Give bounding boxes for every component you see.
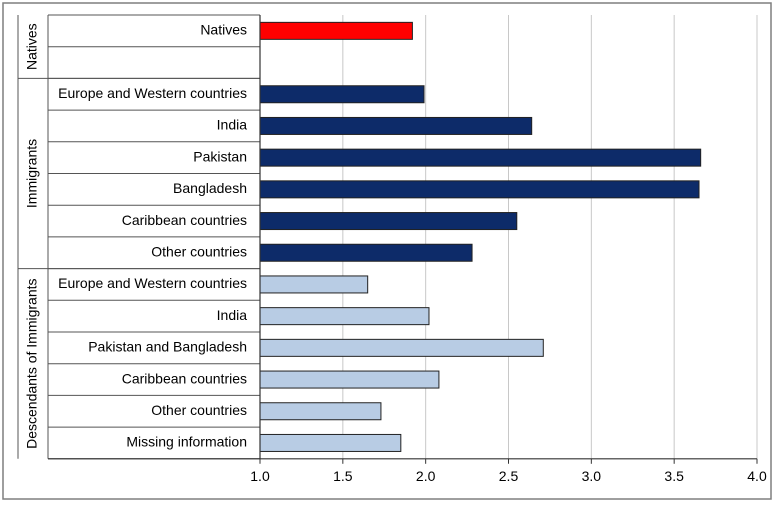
bar bbox=[259, 148, 702, 167]
category-label: India bbox=[217, 307, 248, 323]
category-label: Caribbean countries bbox=[122, 370, 247, 386]
category-label: Pakistan bbox=[193, 148, 247, 164]
group-label: Immigrants bbox=[24, 139, 40, 208]
bar bbox=[259, 402, 382, 421]
x-tick-label: 2.5 bbox=[499, 468, 519, 484]
category-label: Natives bbox=[200, 22, 247, 38]
x-tick-label: 2.0 bbox=[416, 468, 436, 484]
x-tick-label: 1.5 bbox=[333, 468, 353, 484]
category-label: Caribbean countries bbox=[122, 212, 247, 228]
category-label: Other countries bbox=[151, 243, 247, 259]
bar bbox=[259, 21, 413, 40]
category-label: Europe and Western countries bbox=[58, 275, 247, 291]
bar bbox=[259, 433, 402, 452]
category-label: India bbox=[217, 117, 248, 133]
x-tick-label: 4.0 bbox=[747, 468, 767, 484]
category-label: Missing information bbox=[126, 434, 247, 450]
group-label: Natives bbox=[24, 23, 40, 70]
bar bbox=[259, 275, 369, 294]
bar bbox=[259, 85, 425, 104]
bar bbox=[259, 180, 700, 199]
category-label: Pakistan and Bangladesh bbox=[88, 339, 247, 355]
bar bbox=[259, 307, 430, 326]
category-label: Bangladesh bbox=[173, 180, 247, 196]
category-label: Other countries bbox=[151, 402, 247, 418]
x-tick-label: 1.0 bbox=[250, 468, 270, 484]
bar bbox=[259, 338, 544, 357]
x-tick-label: 3.5 bbox=[664, 468, 684, 484]
category-label: Europe and Western countries bbox=[58, 85, 247, 101]
x-tick-label: 3.0 bbox=[582, 468, 602, 484]
bar bbox=[259, 212, 518, 231]
group-label: Descendants of Immigrants bbox=[24, 278, 40, 448]
bar bbox=[259, 370, 440, 389]
bar bbox=[259, 243, 473, 262]
bar bbox=[259, 116, 533, 135]
